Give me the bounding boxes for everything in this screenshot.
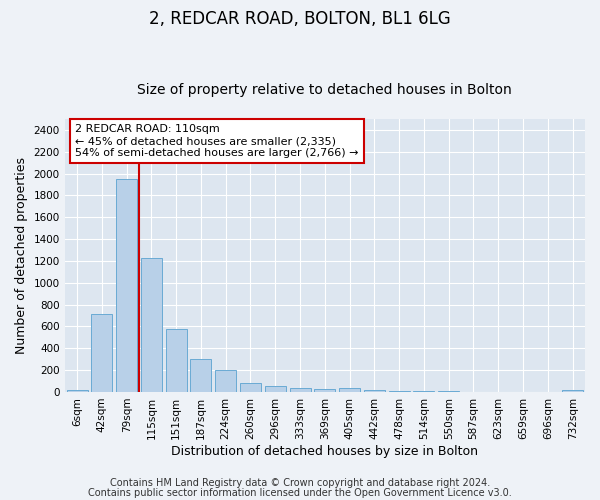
Bar [364,390,385,392]
Bar [166,329,187,392]
Y-axis label: Number of detached properties: Number of detached properties [15,157,28,354]
Title: Size of property relative to detached houses in Bolton: Size of property relative to detached ho… [137,83,512,97]
Bar [265,386,286,392]
Bar [290,388,311,392]
Bar [314,389,335,392]
Bar [116,179,137,392]
Text: Contains HM Land Registry data © Crown copyright and database right 2024.: Contains HM Land Registry data © Crown c… [110,478,490,488]
Bar [389,390,410,392]
Text: 2 REDCAR ROAD: 110sqm
← 45% of detached houses are smaller (2,335)
54% of semi-d: 2 REDCAR ROAD: 110sqm ← 45% of detached … [75,124,359,158]
Bar [91,314,112,392]
Bar [67,390,88,392]
Bar [141,258,162,392]
Bar [190,358,211,392]
Text: 2, REDCAR ROAD, BOLTON, BL1 6LG: 2, REDCAR ROAD, BOLTON, BL1 6LG [149,10,451,28]
Bar [562,390,583,392]
Bar [413,391,434,392]
Bar [240,382,261,392]
X-axis label: Distribution of detached houses by size in Bolton: Distribution of detached houses by size … [172,444,478,458]
Bar [215,370,236,392]
Text: Contains public sector information licensed under the Open Government Licence v3: Contains public sector information licen… [88,488,512,498]
Bar [339,388,360,392]
